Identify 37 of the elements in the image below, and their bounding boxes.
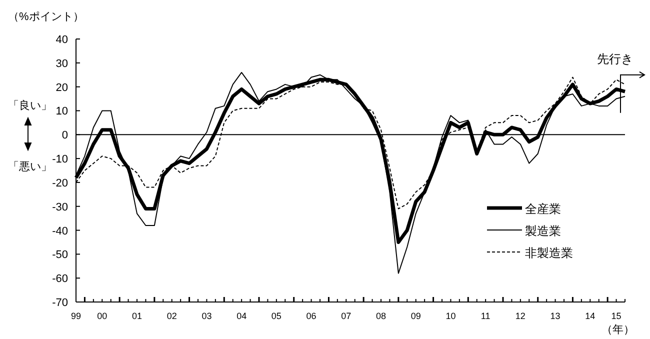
y-axis-title: （%ポイント） <box>8 11 84 23</box>
x-tick-label: 14 <box>585 311 596 321</box>
y-tick-label: -40 <box>52 225 68 238</box>
text: 「悪い」 <box>8 161 52 173</box>
y-tick-label: 30 <box>56 58 68 70</box>
legend-label: 全産業 <box>525 202 561 216</box>
x-tick-label: 09 <box>410 311 421 321</box>
y-tick-label: 0 <box>62 130 68 142</box>
text: （年） <box>602 324 634 336</box>
x-tick-label: 11 <box>480 311 490 321</box>
x-tick-label: 12 <box>515 311 526 321</box>
y-tick-label: 20 <box>56 82 68 94</box>
x-tick-label: 02 <box>166 311 177 321</box>
x-tick-label: 04 <box>236 311 247 321</box>
y-tick-label: -70 <box>52 297 68 309</box>
y-tick-label: 10 <box>56 106 68 118</box>
x-tick-label: 10 <box>446 311 456 321</box>
y-tick-label: 40 <box>56 34 68 46</box>
y-tick-label: -30 <box>52 201 68 214</box>
y-tick-label: -60 <box>52 273 68 286</box>
x-tick-label: 01 <box>132 311 142 321</box>
y-tick-label: -20 <box>52 177 68 190</box>
y-tick-label: -50 <box>52 249 68 262</box>
text: 「良い」 <box>8 99 52 112</box>
x-tick-label: 05 <box>271 311 282 321</box>
x-tick-label: 08 <box>376 311 386 321</box>
x-tick-label: 07 <box>341 311 352 321</box>
x-tick-label: 15 <box>611 311 622 321</box>
y-tick-label: -10 <box>52 154 68 166</box>
x-tick-label: 00 <box>97 311 108 321</box>
legend-label: 製造業 <box>525 224 561 238</box>
annotation: 先行き <box>597 52 633 66</box>
x-tick-label: 13 <box>550 311 560 321</box>
legend-label: 非製造業 <box>525 246 573 260</box>
x-tick-label: 03 <box>202 311 212 321</box>
x-tick-label: 06 <box>306 311 316 321</box>
x-tick-label: 99 <box>70 311 82 321</box>
